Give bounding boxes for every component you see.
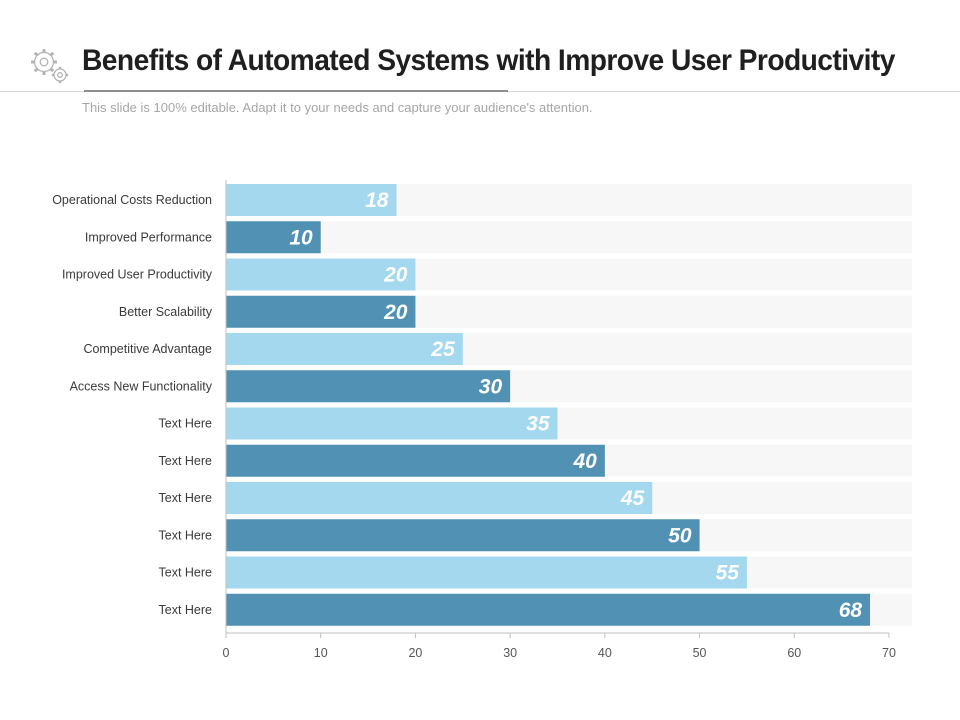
bar-track [226,221,912,254]
category-label: Text Here [159,566,213,580]
category-label: Improved Performance [85,230,212,244]
bar [226,221,321,254]
x-tick-label: 60 [787,646,801,660]
bar [226,184,397,216]
bar-value-label: 10 [289,226,313,249]
category-label: Text Here [159,454,213,468]
bar-value-label: 25 [430,338,455,361]
bar-value-label: 35 [526,413,550,436]
category-label: Text Here [159,491,213,505]
bar [226,370,511,403]
category-label: Text Here [159,603,213,617]
bar [226,258,416,291]
bar [226,519,700,552]
x-tick-label: 70 [882,646,896,660]
x-tick-label: 0 [223,646,230,660]
category-label: Access New Functionality [70,379,213,393]
bar [226,556,747,589]
page-subtitle: This slide is 100% editable. Adapt it to… [82,100,593,115]
x-tick-label: 10 [314,646,328,660]
bar-value-label: 40 [572,450,597,473]
category-label: Better Scalability [119,305,213,319]
bar-value-label: 18 [365,189,389,212]
category-label: Improved User Productivity [62,268,213,282]
bar-value-label: 50 [668,524,692,547]
bar-value-label: 55 [716,562,740,585]
category-label: Competitive Advantage [83,342,212,356]
bar-value-label: 20 [383,264,408,287]
gears-icon [31,49,69,84]
x-tick-label: 30 [503,646,517,660]
category-label: Text Here [159,528,213,542]
category-label: Text Here [159,417,213,431]
x-tick-label: 40 [598,646,612,660]
bar [226,593,871,626]
title-underline [84,90,508,92]
bar [226,407,558,440]
page-title: Benefits of Automated Systems with Impro… [82,44,895,77]
bar [226,295,416,328]
bar-value-label: 68 [839,599,863,622]
bar-value-label: 20 [383,301,408,324]
x-tick-label: 50 [693,646,707,660]
bar [226,444,605,477]
bar-value-label: 45 [620,487,645,510]
bar [226,333,463,365]
bar [226,482,653,514]
x-tick-label: 20 [408,646,422,660]
category-label: Operational Costs Reduction [52,193,212,207]
bar-value-label: 30 [479,375,503,398]
